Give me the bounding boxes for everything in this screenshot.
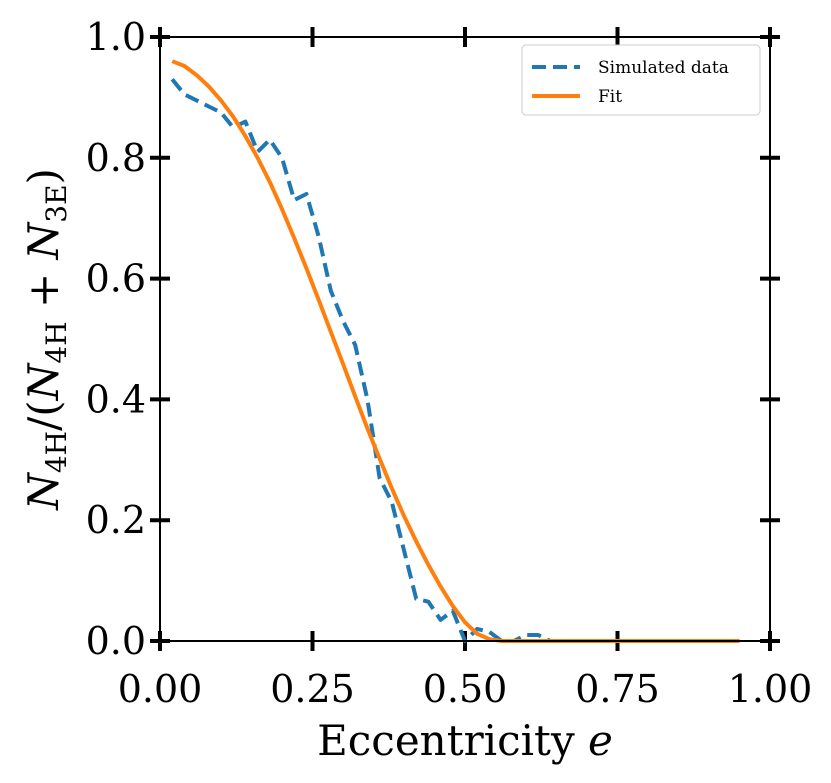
legend-box — [521, 44, 761, 116]
x-tick-label: 0.50 — [423, 667, 508, 711]
legend: Simulated data Fit — [521, 44, 761, 116]
x-tick-label: 0.75 — [575, 667, 660, 711]
x-axis-title: Eccentricity e — [317, 716, 613, 765]
series-line-simulated — [170, 78, 740, 643]
plot-frame — [159, 36, 771, 642]
x-tick-label: 0.25 — [270, 667, 355, 711]
legend-label-fit: Fit — [598, 87, 622, 107]
legend-label-simulated: Simulated data — [598, 58, 729, 78]
series-layer — [170, 59, 740, 643]
series-line-fit — [171, 59, 740, 643]
y-tick-label: 0.0 — [86, 619, 146, 663]
y-tick-label: 0.6 — [86, 257, 146, 301]
y-axis-title: N4H/(N4H + N3E) — [19, 168, 73, 511]
y-tick-label: 0.2 — [86, 498, 146, 542]
y-tick-label: 1.0 — [86, 15, 146, 59]
y-tick-label: 0.8 — [86, 136, 146, 180]
x-tick-label: 1.00 — [728, 667, 813, 711]
tick-labels: 0.00 0.25 0.50 0.75 1.00 0.0 0.2 0.4 0.6 0.8 1.0 — [86, 15, 813, 711]
y-tick-label: 0.4 — [86, 377, 146, 421]
x-tick-label: 0.00 — [118, 667, 203, 711]
